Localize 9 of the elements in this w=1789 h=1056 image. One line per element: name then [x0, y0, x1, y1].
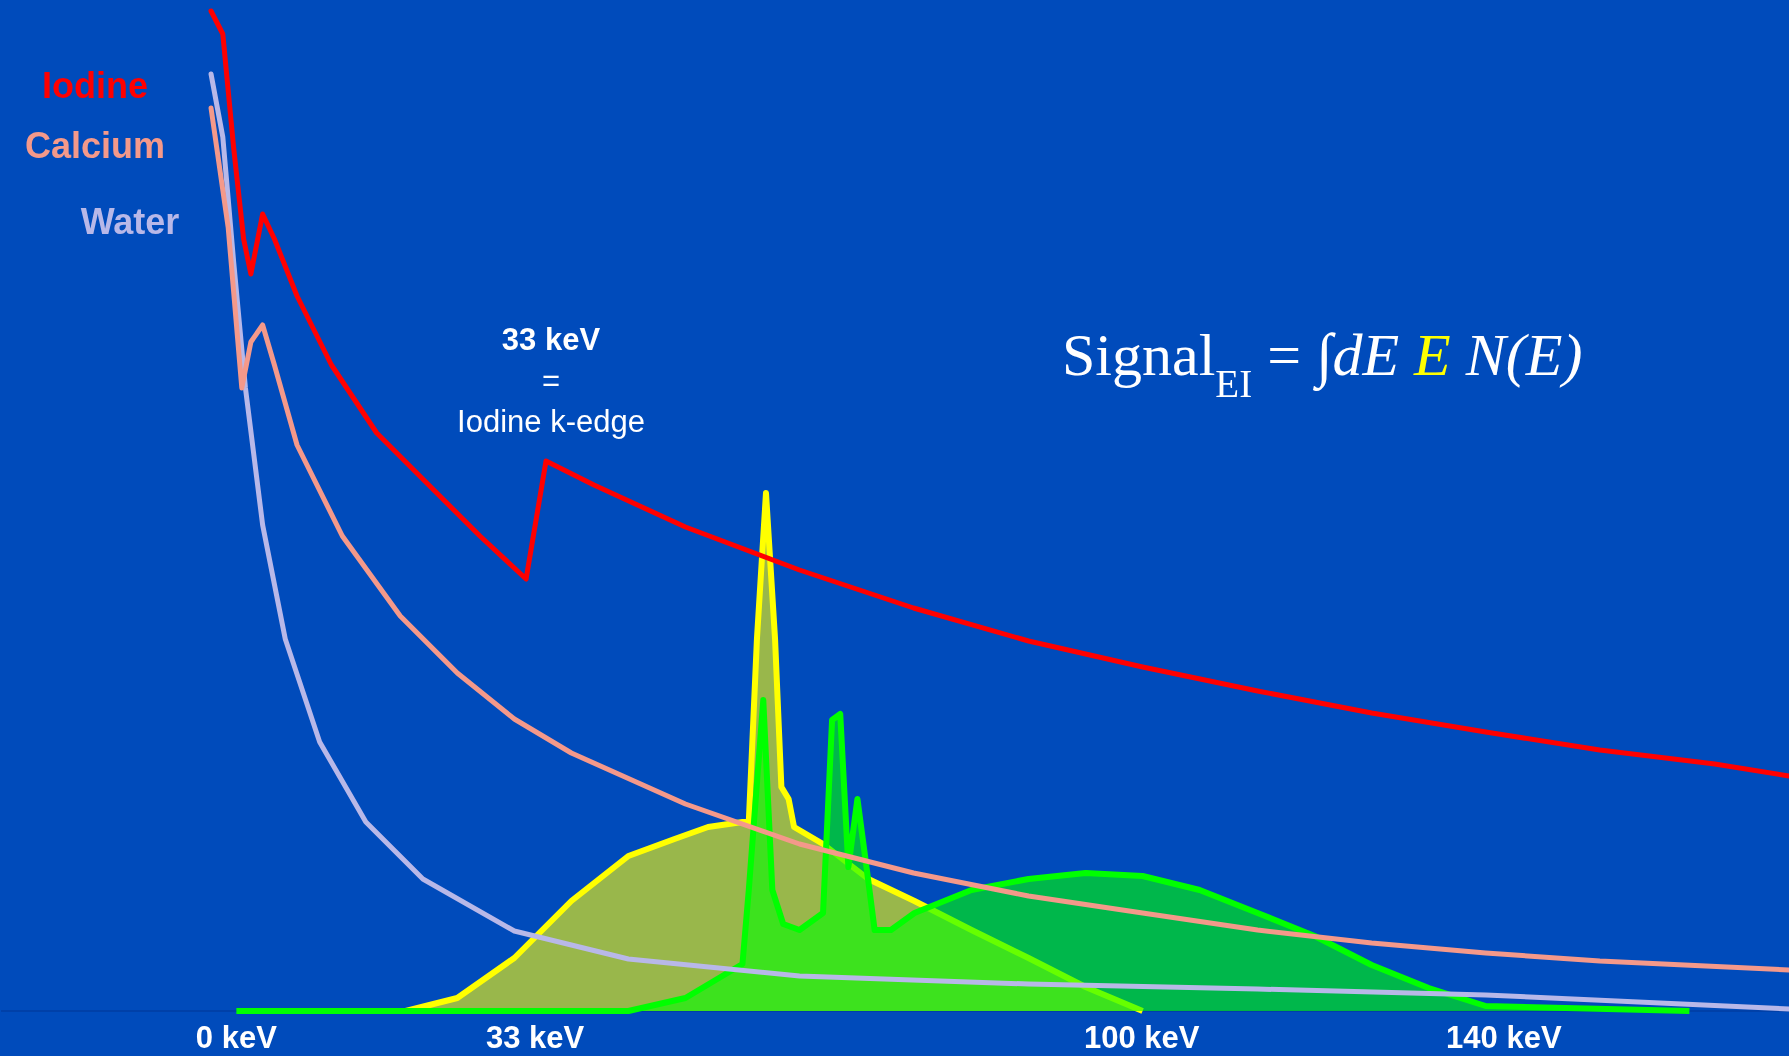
- series-label: Water: [80, 200, 180, 242]
- text: Iodine: [42, 64, 148, 106]
- series-label: Calcium: [24, 124, 166, 166]
- annotation: 33 keV = Iodine k-edge: [457, 322, 645, 440]
- x-tick-label: 33 keV: [486, 1020, 585, 1056]
- x-tick-label: 140 keV: [1446, 1020, 1562, 1056]
- annotation: Signal$_{EI}$ = ∫dE E N(E): [1062, 322, 1583, 405]
- x-tick-label: 0 keV: [195, 1020, 278, 1056]
- x-tick-label: 100 keV: [1083, 1020, 1200, 1056]
